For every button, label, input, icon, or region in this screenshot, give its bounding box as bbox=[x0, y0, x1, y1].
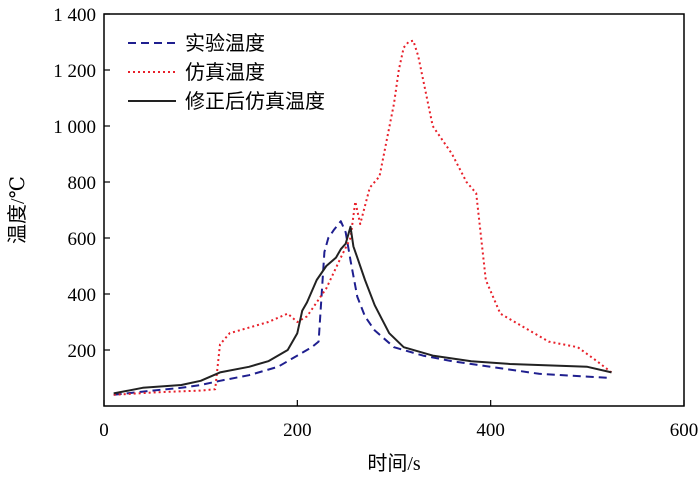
x-tick-label-400: 400 bbox=[476, 420, 505, 441]
y-tick-label-1200: 1 200 bbox=[53, 61, 96, 82]
legend-label-simulation: 仿真温度 bbox=[185, 61, 265, 84]
y-tick-label-200: 200 bbox=[68, 341, 97, 362]
y-tick-label-800: 800 bbox=[68, 173, 97, 194]
y-tick-label-1000: 1 000 bbox=[53, 117, 96, 138]
series-layer bbox=[113, 39, 613, 396]
x-axis-title: 时间/s bbox=[367, 452, 421, 475]
legend-label-corrected-simulation: 修正后仿真温度 bbox=[185, 90, 325, 113]
y-axis-title: 温度/℃ bbox=[6, 176, 29, 244]
x-tick-label-600: 600 bbox=[670, 420, 699, 441]
x-tick-label-0: 0 bbox=[99, 420, 109, 441]
x-tick-label-200: 200 bbox=[283, 420, 312, 441]
axis-tick-labels: 0 200 400 600 200 400 600 800 1 000 1 200 1 400 bbox=[53, 5, 698, 441]
series-line-0 bbox=[113, 220, 612, 396]
y-tick-label-400: 400 bbox=[68, 285, 97, 306]
legend-label-experiment: 实验温度 bbox=[185, 32, 265, 55]
series-line-2 bbox=[113, 225, 612, 395]
y-tick-label-1400: 1 400 bbox=[53, 5, 96, 26]
y-tick-label-600: 600 bbox=[68, 229, 97, 250]
legend: 实验温度 仿真温度 修正后仿真温度 bbox=[128, 32, 325, 113]
plot-frame bbox=[103, 13, 685, 407]
